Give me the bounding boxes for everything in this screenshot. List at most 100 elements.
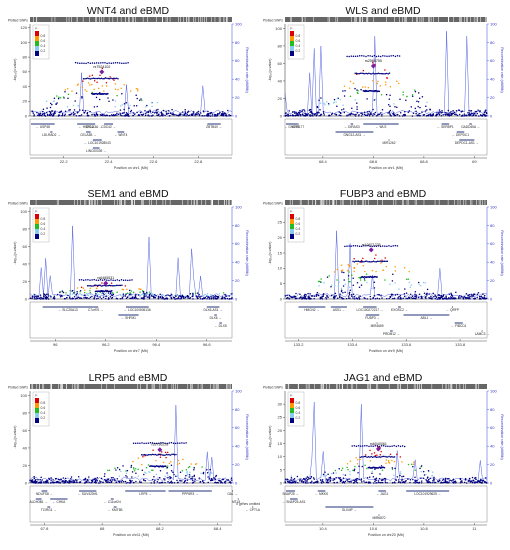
- snp-point: [129, 279, 131, 281]
- snp-point: [340, 289, 343, 291]
- snp-point: [53, 298, 56, 300]
- plotted-snps-gap: [369, 384, 371, 389]
- snp-point: [411, 295, 414, 298]
- snp-point: [453, 111, 456, 114]
- snp-point: [112, 476, 114, 479]
- plotted-snps-gap: [287, 384, 289, 389]
- plotted-snps-gap: [377, 200, 378, 205]
- snp-point: [370, 455, 372, 458]
- snp-point: [110, 279, 112, 281]
- plotted-snps-gap: [66, 384, 67, 389]
- snp-point: [145, 112, 147, 115]
- plotted-snps-gap: [229, 384, 231, 389]
- snp-point: [163, 477, 165, 480]
- snp-point: [83, 296, 85, 299]
- snp-point: [313, 295, 316, 298]
- plotted-snps-gap: [92, 200, 93, 205]
- snp-point: [356, 481, 359, 484]
- snp-point: [114, 279, 116, 282]
- snp-point: [45, 482, 47, 484]
- plotted-snps-gap: [205, 200, 207, 205]
- snp-point: [288, 294, 291, 297]
- snp-point: [82, 279, 85, 282]
- snp-point: [445, 296, 447, 299]
- snp-point: [140, 481, 142, 483]
- snp-point: [287, 296, 289, 299]
- snp-point: [373, 287, 376, 289]
- gene-label: GAL →: [227, 492, 237, 496]
- snp-point: [352, 479, 354, 481]
- y-tick-label: 25: [278, 415, 283, 420]
- snp-point: [227, 109, 229, 112]
- snp-point: [361, 113, 364, 116]
- snp-point: [110, 62, 113, 64]
- plotted-snps-gap: [206, 17, 207, 22]
- snp-point: [59, 296, 62, 298]
- plotted-snps-gap: [68, 17, 70, 22]
- snp-point: [128, 293, 131, 296]
- plotted-snps-gap: [131, 17, 133, 22]
- snp-point: [359, 279, 362, 281]
- snp-point: [199, 481, 201, 483]
- snp-point: [427, 478, 430, 481]
- snp-point: [376, 276, 378, 278]
- snp-point: [108, 481, 111, 484]
- legend-swatch: [35, 31, 39, 36]
- snp-point: [183, 114, 186, 117]
- snp-point: [370, 261, 372, 263]
- snp-point: [438, 479, 441, 482]
- snp-point: [29, 297, 32, 299]
- y-tick-label: 20: [23, 463, 28, 468]
- snp-point: [224, 480, 227, 483]
- plotted-snps-gap: [350, 200, 351, 205]
- snp-point: [160, 451, 163, 453]
- snp-point: [328, 275, 330, 277]
- plotted-snps-gap: [218, 384, 219, 389]
- snp-point: [310, 481, 312, 484]
- snp-point: [192, 481, 195, 484]
- snp-point: [140, 288, 142, 291]
- snp-point: [407, 463, 410, 466]
- y-tick-label: 60: [23, 244, 28, 249]
- snp-point: [329, 479, 332, 482]
- snp-point: [93, 296, 96, 298]
- plotted-snps-gap: [397, 384, 398, 389]
- snp-point: [477, 291, 480, 294]
- gene-label: C7orf76 →: [88, 308, 103, 312]
- plotted-snps-gap: [415, 200, 417, 205]
- snp-point: [341, 467, 344, 470]
- snp-point: [121, 479, 123, 482]
- snp-point: [354, 98, 357, 101]
- snp-point: [327, 115, 330, 117]
- snp-point: [356, 298, 359, 300]
- snp-point: [104, 114, 107, 117]
- snp-point: [452, 478, 455, 480]
- snp-point: [396, 54, 399, 57]
- plotted-snps-gap: [413, 384, 415, 389]
- plotted-snps-gap: [463, 200, 465, 205]
- snp-point: [102, 296, 105, 298]
- snp-point: [386, 72, 388, 75]
- plotted-snps-gap: [97, 200, 98, 205]
- snp-point: [188, 474, 191, 476]
- snp-point: [119, 113, 121, 115]
- snp-point: [352, 469, 354, 471]
- snp-point: [86, 285, 89, 287]
- gene-label: LAMC3 →: [475, 332, 490, 336]
- snp-point: [455, 109, 458, 112]
- snp-point: [129, 110, 132, 113]
- snp-point: [48, 477, 50, 480]
- snp-point: [135, 88, 138, 90]
- plotted-snps-gap: [223, 17, 225, 22]
- snp-point: [398, 295, 400, 298]
- r2-legend: r²0.80.60.40.2: [32, 24, 50, 60]
- snp-point: [100, 297, 103, 300]
- snp-point: [203, 297, 205, 300]
- snp-point: [39, 114, 41, 116]
- snp-point: [87, 82, 90, 84]
- y2-tick-label: 20: [490, 278, 495, 283]
- plotted-snps-gap: [321, 200, 322, 205]
- plotted-snps-gap: [466, 17, 467, 22]
- plotted-snps-gap: [33, 17, 34, 22]
- snp-point: [372, 445, 374, 448]
